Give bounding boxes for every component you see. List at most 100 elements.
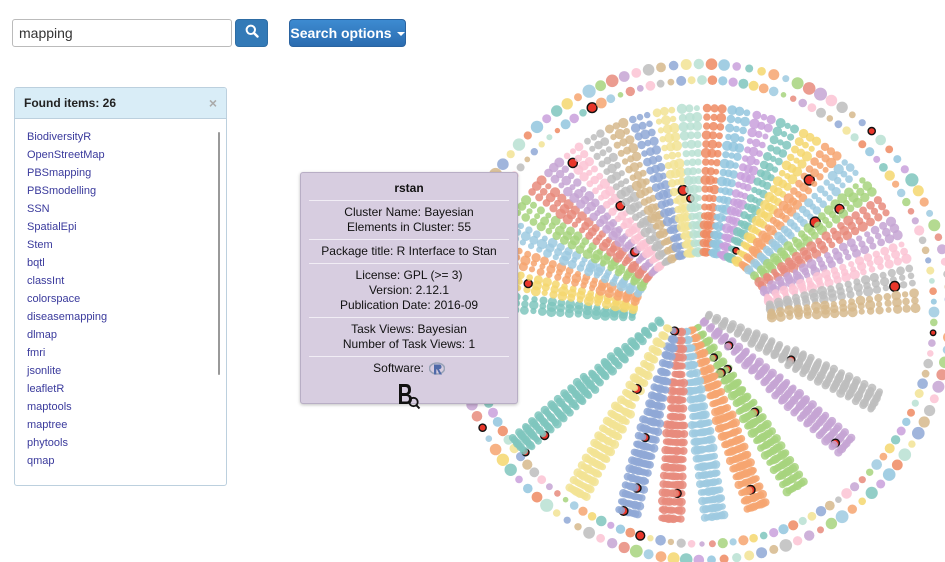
package-node[interactable] <box>703 122 711 130</box>
package-node[interactable] <box>694 471 703 480</box>
package-node[interactable] <box>809 426 817 434</box>
package-node[interactable] <box>835 496 842 504</box>
package-node[interactable] <box>831 187 841 197</box>
package-node[interactable] <box>842 248 850 256</box>
package-node[interactable] <box>893 304 903 314</box>
package-node[interactable] <box>596 205 606 214</box>
package-node[interactable] <box>707 148 717 158</box>
package-node[interactable] <box>618 117 629 129</box>
package-node[interactable] <box>892 180 900 188</box>
package-node[interactable] <box>538 307 547 316</box>
package-node[interactable] <box>866 259 874 267</box>
package-node[interactable] <box>771 166 779 173</box>
package-node[interactable] <box>732 473 740 481</box>
package-node[interactable] <box>784 362 792 370</box>
package-node[interactable] <box>609 219 618 227</box>
package-node[interactable] <box>743 109 751 117</box>
package-node[interactable] <box>628 143 639 154</box>
package-node[interactable] <box>686 139 697 149</box>
package-node[interactable] <box>573 468 583 478</box>
package-node[interactable] <box>648 322 657 331</box>
package-node[interactable] <box>749 533 758 543</box>
package-node[interactable] <box>657 367 664 375</box>
package-node[interactable] <box>846 204 855 213</box>
found-item-link[interactable]: maptree <box>27 419 68 431</box>
package-node[interactable] <box>823 179 830 186</box>
package-node[interactable] <box>538 141 545 148</box>
package-node[interactable] <box>891 250 901 259</box>
package-node[interactable] <box>909 288 919 299</box>
package-node[interactable] <box>661 445 670 455</box>
found-item-link[interactable]: classInt <box>27 275 65 287</box>
package-node[interactable] <box>645 399 654 408</box>
package-node[interactable] <box>547 237 558 248</box>
package-node[interactable] <box>666 413 674 420</box>
package-node[interactable] <box>725 456 735 466</box>
package-node[interactable] <box>850 226 860 236</box>
package-node[interactable] <box>756 150 763 157</box>
package-node[interactable] <box>930 318 938 327</box>
package-node[interactable] <box>739 126 747 135</box>
package-node[interactable] <box>617 92 624 98</box>
package-node[interactable] <box>757 444 765 452</box>
package-node[interactable] <box>679 131 690 141</box>
package-node[interactable] <box>897 188 906 198</box>
package-node[interactable] <box>667 552 680 562</box>
package-node[interactable] <box>584 157 594 167</box>
found-item-link[interactable]: fmri <box>27 347 46 359</box>
package-node[interactable] <box>645 80 656 91</box>
package-node[interactable] <box>859 401 868 410</box>
package-node[interactable] <box>711 416 721 426</box>
package-node[interactable] <box>621 342 630 352</box>
package-node[interactable] <box>709 354 716 362</box>
package-node[interactable] <box>573 178 582 187</box>
package-node[interactable] <box>686 395 695 404</box>
package-node[interactable] <box>843 199 850 207</box>
package-node[interactable] <box>660 106 669 116</box>
package-node[interactable] <box>828 293 838 303</box>
package-node[interactable] <box>836 388 846 398</box>
package-node[interactable] <box>617 395 626 405</box>
package-node[interactable] <box>522 294 529 302</box>
package-node[interactable] <box>844 393 852 401</box>
package-node[interactable] <box>540 405 550 415</box>
package-node[interactable] <box>618 170 625 177</box>
found-item-link[interactable]: colorspace <box>27 293 81 305</box>
found-item-link[interactable]: BiodiversityR <box>27 131 92 143</box>
package-node[interactable] <box>657 127 664 134</box>
package-node[interactable] <box>690 445 700 455</box>
package-node[interactable] <box>699 505 708 514</box>
package-node[interactable] <box>839 182 846 189</box>
package-node[interactable] <box>826 194 833 202</box>
package-node[interactable] <box>589 145 596 152</box>
package-node[interactable] <box>545 212 552 219</box>
package-node[interactable] <box>668 207 677 215</box>
package-node[interactable] <box>816 162 824 170</box>
package-node[interactable] <box>911 399 919 407</box>
package-node[interactable] <box>687 540 696 548</box>
package-node[interactable] <box>661 351 669 359</box>
package-node[interactable] <box>708 540 716 548</box>
package-node[interactable] <box>794 226 801 233</box>
highlighted-package-node[interactable] <box>867 126 877 136</box>
package-node[interactable] <box>868 266 876 273</box>
package-node[interactable] <box>693 554 705 562</box>
package-node[interactable] <box>740 116 750 127</box>
package-node[interactable] <box>790 124 799 134</box>
package-node[interactable] <box>816 107 826 118</box>
package-node[interactable] <box>725 160 735 169</box>
package-node[interactable] <box>667 335 675 343</box>
package-node[interactable] <box>683 361 693 371</box>
package-node[interactable] <box>647 128 656 137</box>
package-node[interactable] <box>692 455 701 463</box>
package-node[interactable] <box>536 238 548 250</box>
package-node[interactable] <box>512 138 526 151</box>
package-node[interactable] <box>835 236 844 244</box>
found-item-link[interactable]: SpatialEpi <box>27 221 77 233</box>
package-node[interactable] <box>592 187 599 195</box>
package-node[interactable] <box>525 226 533 234</box>
package-node[interactable] <box>696 203 703 211</box>
package-node[interactable] <box>695 185 703 193</box>
package-node[interactable] <box>693 140 702 148</box>
package-node[interactable] <box>546 134 553 141</box>
